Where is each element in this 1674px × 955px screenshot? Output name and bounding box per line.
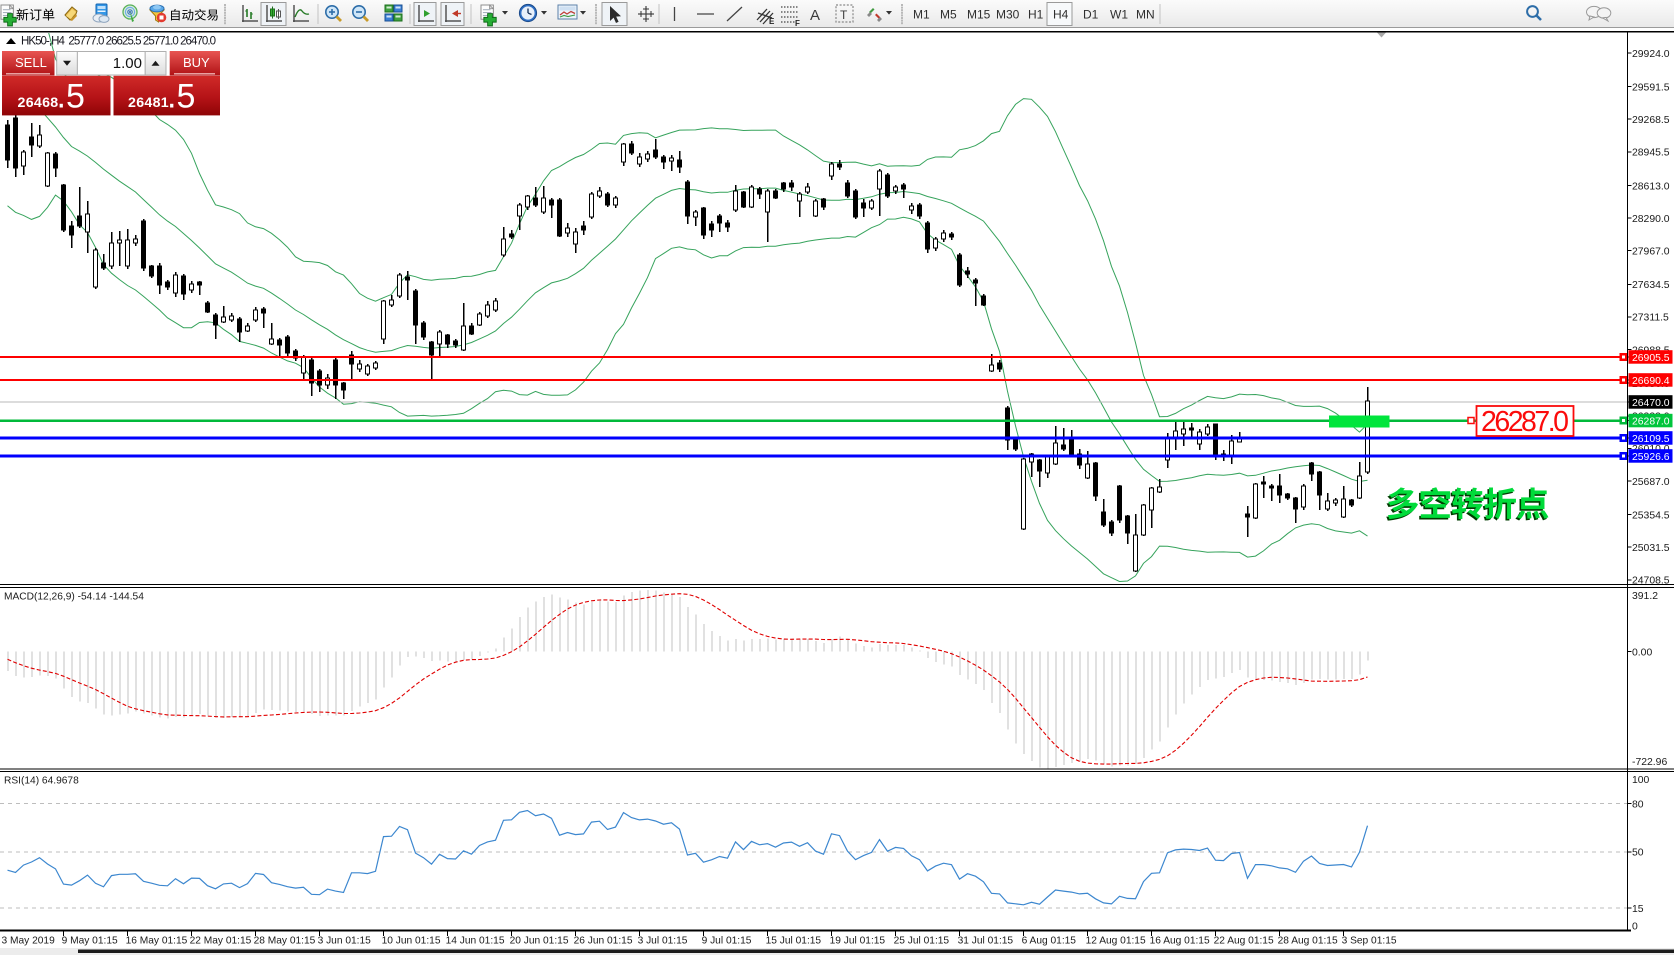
svg-text:M30: M30	[996, 8, 1020, 22]
svg-text:100: 100	[1632, 775, 1650, 786]
svg-text:26468: 26468	[18, 95, 59, 111]
svg-text:26287.0: 26287.0	[1481, 406, 1569, 438]
svg-text:25687.0: 25687.0	[1632, 477, 1670, 488]
svg-text:M1: M1	[913, 8, 930, 22]
svg-text:BUY: BUY	[183, 55, 210, 70]
svg-text:.5: .5	[167, 78, 195, 116]
svg-text:HK50-,H4 25777.0 26625.5 2577: HK50-,H4 25777.0 26625.5 25771.0 26470.0	[21, 36, 216, 48]
svg-text:.5: .5	[57, 78, 85, 116]
svg-text:25 Jul 01:15: 25 Jul 01:15	[894, 936, 950, 947]
svg-text:25926.6: 25926.6	[1632, 452, 1670, 463]
svg-text:0: 0	[1632, 921, 1638, 932]
svg-text:0.00: 0.00	[1632, 647, 1652, 658]
svg-text:26470.0: 26470.0	[1632, 398, 1670, 409]
svg-text:1.00: 1.00	[113, 55, 142, 72]
svg-text:29591.5: 29591.5	[1632, 82, 1670, 93]
svg-text:9 May 01:15: 9 May 01:15	[62, 936, 118, 947]
svg-text:25031.5: 25031.5	[1632, 543, 1670, 554]
svg-text:50: 50	[1632, 848, 1644, 859]
svg-text:H1: H1	[1028, 8, 1044, 22]
svg-text:26690.4: 26690.4	[1632, 376, 1670, 387]
svg-text:24708.5: 24708.5	[1632, 576, 1670, 587]
svg-text:F: F	[795, 19, 800, 28]
svg-text:27311.5: 27311.5	[1632, 313, 1669, 324]
svg-text:22 May 01:15: 22 May 01:15	[190, 936, 252, 947]
svg-text:H4: H4	[1053, 8, 1069, 22]
svg-text:28 May 01:15: 28 May 01:15	[254, 936, 316, 947]
svg-text:29924.0: 29924.0	[1632, 49, 1670, 60]
svg-text:12 Aug 01:15: 12 Aug 01:15	[1086, 936, 1146, 947]
svg-text:27634.5: 27634.5	[1632, 280, 1670, 291]
svg-text:W1: W1	[1110, 8, 1128, 22]
svg-text:22 Aug 01:15: 22 Aug 01:15	[1214, 936, 1274, 947]
svg-text:26481: 26481	[128, 95, 169, 111]
svg-text:9 Jul 01:15: 9 Jul 01:15	[702, 936, 752, 947]
svg-text:26287.0: 26287.0	[1632, 416, 1670, 427]
svg-text:27967.0: 27967.0	[1632, 247, 1670, 258]
svg-text:15 Jul 01:15: 15 Jul 01:15	[766, 936, 822, 947]
svg-text:26 Jun 01:15: 26 Jun 01:15	[574, 936, 633, 947]
svg-text:80: 80	[1632, 799, 1644, 810]
svg-text:3 Jun 01:15: 3 Jun 01:15	[318, 936, 372, 947]
svg-text:A: A	[810, 7, 820, 24]
svg-text:10 Jun 01:15: 10 Jun 01:15	[382, 936, 441, 947]
svg-text:16 May 01:15: 16 May 01:15	[126, 936, 188, 947]
svg-text:3 Sep 01:15: 3 Sep 01:15	[1342, 936, 1397, 947]
svg-text:28613.0: 28613.0	[1632, 181, 1670, 192]
svg-text:RSI(14) 64.9678: RSI(14) 64.9678	[4, 776, 79, 787]
svg-text:3 Jul 01:15: 3 Jul 01:15	[638, 936, 688, 947]
svg-text:19 Jul 01:15: 19 Jul 01:15	[830, 936, 886, 947]
svg-text:28290.0: 28290.0	[1632, 214, 1670, 225]
svg-text:16 Aug 01:15: 16 Aug 01:15	[1150, 936, 1210, 947]
svg-text:31 Jul 01:15: 31 Jul 01:15	[958, 936, 1014, 947]
svg-text:26109.5: 26109.5	[1632, 434, 1670, 445]
svg-text:MACD(12,26,9) -54.14 -144.54: MACD(12,26,9) -54.14 -144.54	[4, 592, 144, 603]
svg-text:20 Jun 01:15: 20 Jun 01:15	[510, 936, 569, 947]
svg-text:T: T	[840, 8, 848, 22]
svg-text:6 Aug 01:15: 6 Aug 01:15	[1022, 936, 1077, 947]
svg-text:25354.5: 25354.5	[1632, 510, 1670, 521]
svg-text:D1: D1	[1083, 8, 1099, 22]
svg-text:M15: M15	[967, 8, 991, 22]
svg-text:3 May 2019: 3 May 2019	[2, 936, 56, 947]
svg-text:28945.5: 28945.5	[1632, 148, 1670, 159]
svg-text:E: E	[769, 17, 775, 26]
svg-text:26905.5: 26905.5	[1632, 353, 1670, 364]
svg-text:29268.5: 29268.5	[1632, 115, 1670, 126]
svg-text:MN: MN	[1136, 8, 1155, 22]
svg-text:28 Aug 01:15: 28 Aug 01:15	[1278, 936, 1338, 947]
svg-text:15: 15	[1632, 904, 1644, 915]
svg-text:391.2: 391.2	[1632, 591, 1658, 602]
svg-text:-722.96: -722.96	[1632, 757, 1667, 768]
svg-text:14 Jun 01:15: 14 Jun 01:15	[446, 936, 505, 947]
svg-text:M5: M5	[940, 8, 957, 22]
svg-text:SELL: SELL	[15, 55, 47, 70]
